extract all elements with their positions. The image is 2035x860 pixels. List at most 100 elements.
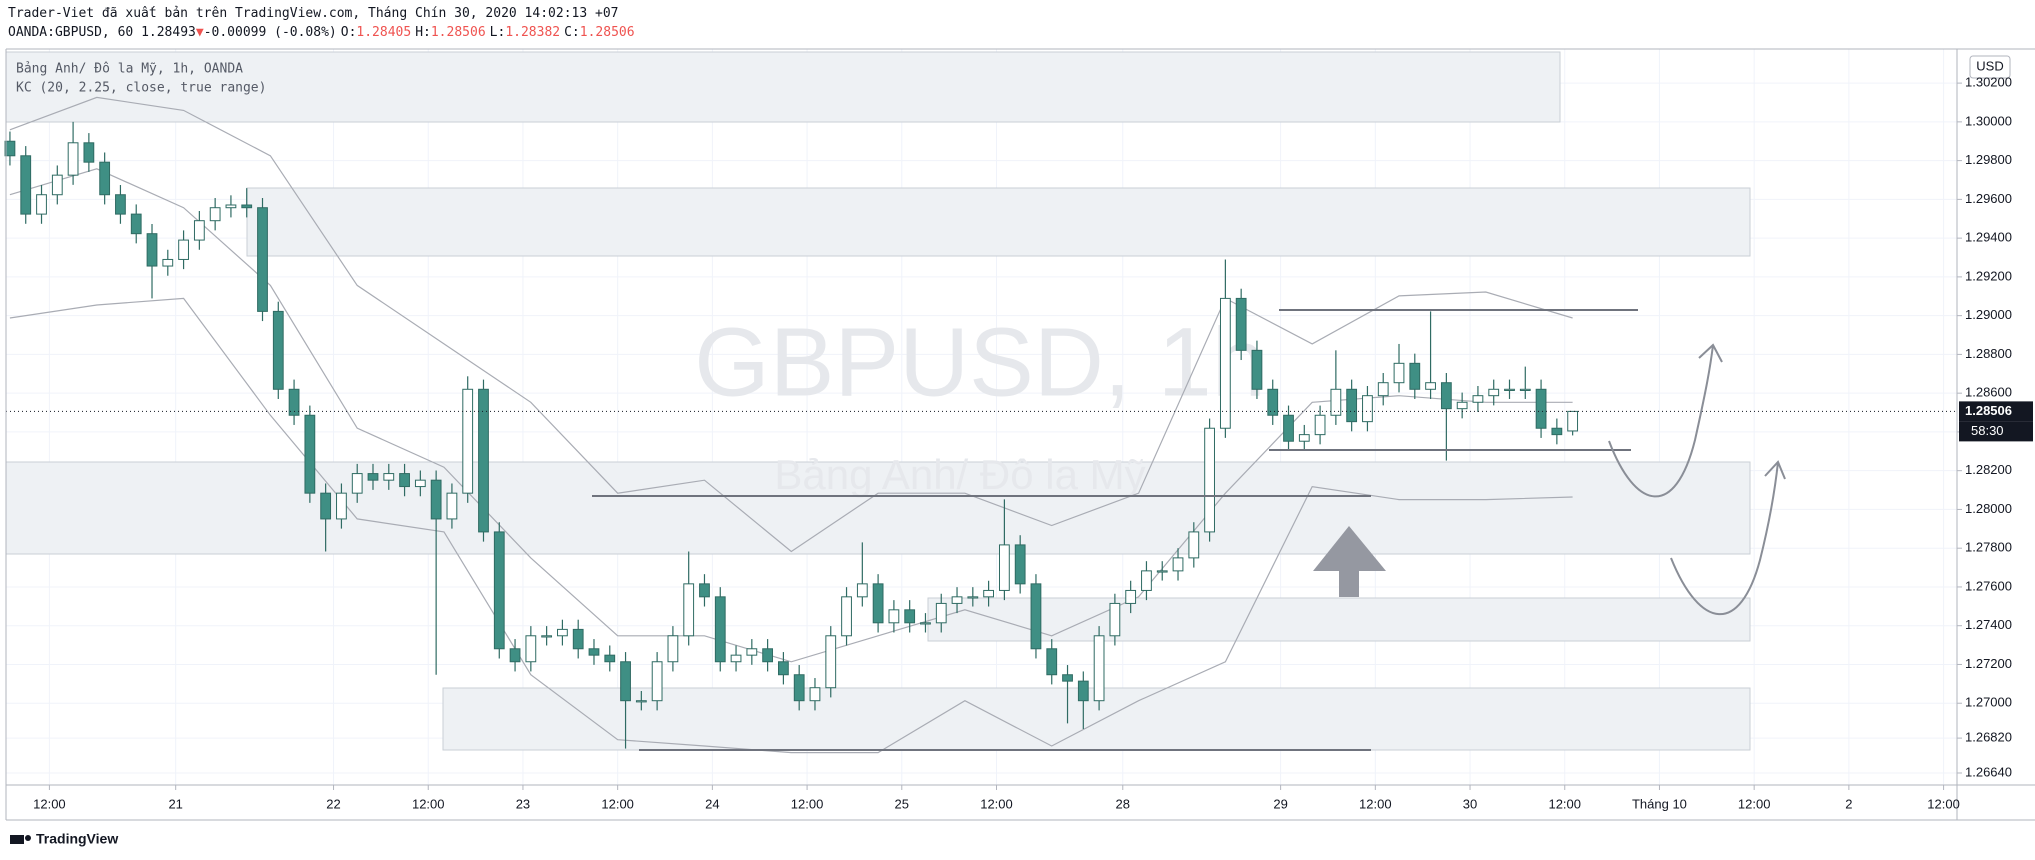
candle-body [1141,570,1152,591]
band-line [9,96,1573,553]
candle-body [478,388,489,533]
candle-body [99,161,111,196]
candle-body [841,596,852,637]
y-tick-label: 1.29800 [1965,152,2012,167]
candle-body [572,628,584,650]
watermark: GBPUSD, 1h [694,308,1265,417]
candle-body [1456,401,1468,410]
candle-body [1251,349,1263,390]
candle-body [1204,427,1215,533]
candle-body [383,473,395,481]
candle-body [651,661,663,702]
ohlc-value: 1.28405 [356,25,412,40]
x-tick-label: 12:00 [1359,796,1392,811]
y-tick-label: 1.28800 [1965,346,2012,361]
y-tick-label: 1.27800 [1965,540,2012,555]
x-tick-label: 12:00 [601,796,634,811]
candle-body [1219,297,1231,429]
y-tick-label: 1.28000 [1965,501,2012,516]
price: 1.28493 [141,25,196,40]
candle-body [115,194,126,215]
candle-body [430,479,442,520]
ohlc-key: C: [564,25,580,40]
y-tick-label: 1.28600 [1965,385,2012,400]
footer-logo: TradingView [10,831,118,847]
arrow-head [1764,460,1786,480]
logo-mark [25,835,31,841]
candle-body [967,596,979,599]
candle-body [525,635,537,663]
candle-body [1440,382,1452,410]
candle-body [951,596,963,604]
candle-body [730,654,742,663]
candle-body [541,635,553,638]
candle-body [1377,382,1389,397]
projection-arrow [1608,344,1714,498]
candle-body [414,479,426,488]
candle-body [4,140,16,157]
zone [246,187,1751,257]
ohlc-value: 1.28506 [579,25,635,40]
candle-body [809,687,821,702]
plot-background [6,49,1957,785]
candle-body [1488,388,1500,397]
x-tick-label: 24 [705,796,719,811]
countdown-label: 58:30 [1971,423,2004,438]
arrow-head [1698,343,1723,363]
candle-body [320,492,332,520]
x-tick-label: 23 [516,796,530,811]
candle-body [1188,531,1200,559]
candle-body [778,661,789,676]
x-tick-label: 12:00 [1548,796,1581,811]
candle-body [620,661,631,702]
candle-body [225,204,237,209]
x-tick-label: 29 [1273,796,1287,811]
x-tick-label: 21 [168,796,182,811]
y-tick-label: 1.29000 [1965,307,2012,322]
candle-body [1014,544,1026,585]
legend-line: KC (20, 2.25, close, true range) [16,81,266,96]
x-tick-label: 30 [1463,796,1477,811]
up-arrow-head [1313,526,1386,571]
candle-body [146,233,158,267]
legend-line: Bảng Anh/ Đô la Mỹ, 1h, OANDA [16,62,243,77]
candle-body [1504,388,1515,391]
candle-body [683,583,695,637]
candle-body [493,531,505,650]
data-layer [4,96,1957,754]
candle-body [557,628,568,637]
x-tick-label: 12:00 [791,796,824,811]
candle-body [1535,388,1547,429]
candle-body [1156,570,1168,573]
candle-body [1046,648,1058,676]
y-tick-label: 1.30200 [1965,75,2012,90]
candle-body [351,473,363,494]
candle-body [336,492,347,520]
candle-body [193,220,205,241]
candle-body [1393,362,1405,384]
candle-body [588,648,600,656]
ohlc-key: O: [340,25,357,40]
candle-body [635,700,647,703]
x-tick-label: Tháng 10 [1632,796,1687,811]
watermark-subtitle: Bảng Anh/ Đô la Mỹ [774,451,1145,498]
candle-body [288,388,300,416]
candle-body [1235,297,1247,351]
candle-body [1172,557,1184,572]
candle-body [1314,414,1326,436]
candle-body [1346,388,1358,423]
x-tick-label: 12:00 [1738,796,1771,811]
y-tick-label: 1.27400 [1965,617,2012,632]
zone [927,597,1751,642]
y-tick-label: 1.26820 [1965,730,2012,745]
candle-body [36,194,47,215]
band-line [9,297,1573,754]
candle-body [209,207,221,222]
candle-body [1283,414,1294,442]
candle-body [1093,635,1105,702]
candle-body [872,583,884,624]
candle-body [178,239,189,260]
y-tick-label: 1.26640 [1965,764,2012,779]
